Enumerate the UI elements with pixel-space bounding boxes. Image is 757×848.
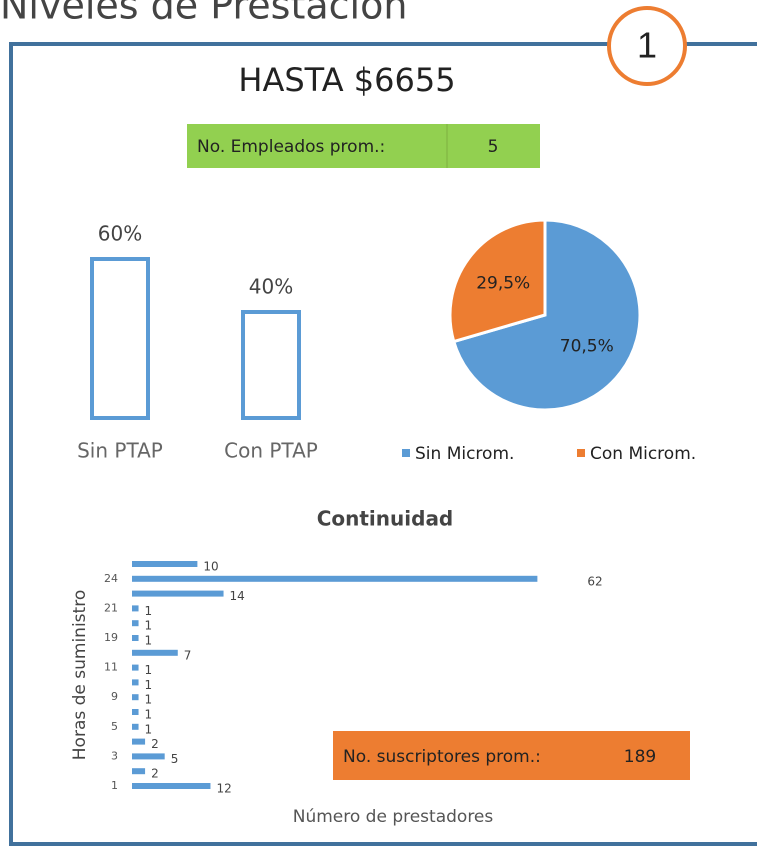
- legend-swatch: [577, 449, 585, 457]
- value-label: 5: [171, 752, 179, 766]
- bar: [132, 694, 139, 701]
- level-title: HASTA $6655: [238, 61, 455, 99]
- y-tick-label: 5: [111, 720, 118, 733]
- badge-circle: [607, 6, 687, 86]
- subscribers-box: [333, 731, 690, 780]
- badge: 1: [637, 25, 657, 66]
- y-tick-label: 9: [111, 690, 118, 703]
- legend-label: Con Microm.: [590, 444, 696, 464]
- bar: [132, 605, 139, 612]
- value-label: 14: [230, 589, 245, 603]
- category-label: Con PTAP: [224, 439, 318, 463]
- bar: [132, 575, 538, 582]
- slice-label: 70,5%: [560, 336, 614, 356]
- value-label: 1: [145, 678, 153, 692]
- bar: [132, 709, 139, 715]
- bar: [132, 753, 165, 760]
- y-tick-label: 11: [104, 661, 118, 674]
- employees-value: 5: [488, 137, 499, 157]
- value-label: 10: [203, 560, 218, 574]
- value-label: 1: [145, 693, 153, 707]
- bar: [132, 783, 211, 789]
- bar: [132, 620, 139, 627]
- subscribers-label: No. suscriptores prom.:: [343, 747, 541, 767]
- chart-title: Continuidad: [317, 507, 454, 531]
- pie-slice: [448, 218, 547, 344]
- bar-label: 60%: [98, 222, 142, 246]
- bar-label: 40%: [249, 275, 293, 299]
- bar: [241, 310, 301, 420]
- y-tick-label: 21: [104, 601, 118, 614]
- employees-label: No. Empleados prom.:: [197, 137, 385, 157]
- page-title: Niveles de Prestación: [0, 0, 407, 28]
- bar: [90, 257, 150, 420]
- value-label: 62: [587, 574, 602, 588]
- subscribers-value: 189: [624, 747, 656, 767]
- value-label: 2: [151, 737, 159, 751]
- value-label: 12: [216, 782, 231, 796]
- bar: [132, 590, 224, 597]
- value-label: 1: [145, 634, 153, 648]
- value-label: 1: [145, 722, 153, 736]
- y-tick-label: 3: [111, 749, 118, 762]
- bar: [132, 561, 198, 567]
- bar: [132, 635, 139, 641]
- bar: [132, 679, 139, 686]
- value-label: 1: [145, 619, 153, 633]
- frame: [9, 42, 757, 846]
- y-tick-label: 1: [111, 779, 118, 792]
- bar: [132, 649, 178, 656]
- pie-slice: [451, 218, 642, 412]
- y-tick-label: 19: [104, 631, 118, 644]
- employees-box: [187, 124, 540, 168]
- bar: [132, 738, 146, 745]
- bar: [132, 664, 139, 671]
- legend-swatch: [402, 449, 410, 457]
- value-label: 1: [145, 663, 153, 677]
- value-label: 2: [151, 767, 159, 781]
- x-axis-label: Número de prestadores: [293, 807, 494, 827]
- value-label: 1: [145, 604, 153, 618]
- y-axis-label: Horas de suministro: [70, 590, 90, 760]
- legend-label: Sin Microm.: [415, 444, 514, 464]
- value-label: 7: [184, 648, 192, 662]
- bar: [132, 768, 146, 775]
- category-label: Sin PTAP: [77, 439, 163, 463]
- slice-label: 29,5%: [476, 274, 530, 294]
- bar: [132, 723, 139, 730]
- y-tick-label: 24: [104, 572, 118, 585]
- value-label: 1: [145, 708, 153, 722]
